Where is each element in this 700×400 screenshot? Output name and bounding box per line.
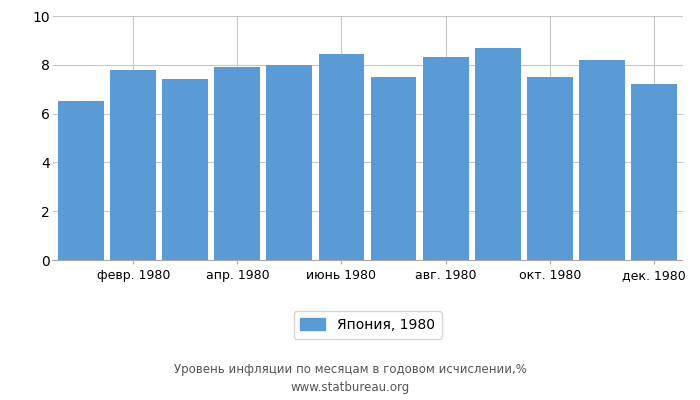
Bar: [631, 84, 677, 260]
Bar: [58, 101, 104, 260]
Bar: [370, 77, 416, 260]
Bar: [579, 60, 624, 260]
Bar: [111, 70, 156, 260]
Bar: [267, 65, 312, 260]
Bar: [475, 48, 521, 260]
Bar: [318, 54, 365, 260]
Legend: Япония, 1980: Япония, 1980: [293, 311, 442, 339]
Text: Уровень инфляции по месяцам в годовом исчислении,%: Уровень инфляции по месяцам в годовом ис…: [174, 364, 526, 376]
Text: www.statbureau.org: www.statbureau.org: [290, 382, 410, 394]
Bar: [162, 80, 208, 260]
Bar: [214, 67, 260, 260]
Bar: [423, 58, 468, 260]
Bar: [527, 77, 573, 260]
